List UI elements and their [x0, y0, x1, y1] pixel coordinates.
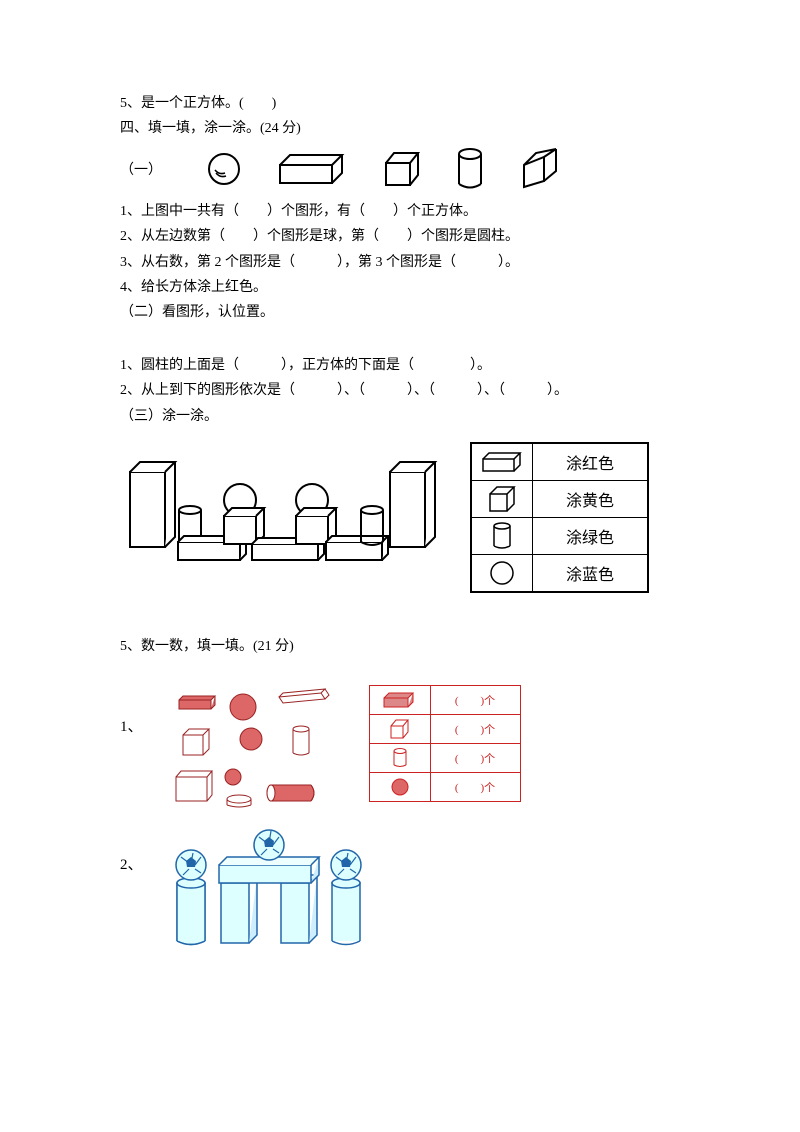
- cylinder-icon: [456, 147, 484, 191]
- p1-q1: 1、上图中一共有（ ）个图形，有（ ）个正方体。: [120, 201, 680, 223]
- p1-q3: 3、从右数，第 2 个图形是（ ），第 3 个图形是（ ）。: [120, 252, 680, 274]
- cube-icon: [382, 149, 422, 189]
- legend-cylinder-text: 涂绿色: [533, 524, 647, 548]
- p1-q2: 2、从左边数第（ ）个图形是球，第（ ）个图形是圆柱。: [120, 226, 680, 248]
- p2-q1: 1、圆柱的上面是（ ），正方体的下面是（ ）。: [120, 355, 680, 377]
- section-5-title: 5、数一数，填一填。(21 分): [120, 636, 680, 658]
- legend-cylinder-icon: [491, 521, 513, 551]
- count-cuboid-text: ( )个: [431, 692, 520, 708]
- sphere-icon: [206, 151, 242, 187]
- legend-cuboid-text: 涂红色: [533, 450, 647, 474]
- q5-2-label: 2、: [120, 853, 143, 874]
- p2-q2: 2、从上到下的图形依次是（ ）、（ ）、（ ）、（ ）。: [120, 380, 680, 402]
- count-sphere-text: ( )个: [431, 779, 520, 795]
- part1-label: （一）: [120, 159, 162, 179]
- count-cube-text: ( )个: [431, 721, 520, 737]
- legend-row-cylinder: 涂绿色: [472, 518, 647, 555]
- legend-cuboid-icon: [480, 450, 524, 474]
- cuboid-icon: [276, 151, 348, 187]
- color-legend-table: 涂红色 涂黄色: [470, 442, 649, 593]
- part1-shapes-row: （一）: [120, 147, 680, 191]
- legend-row-cuboid: 涂红色: [472, 444, 647, 481]
- count-cube-icon: [389, 718, 411, 740]
- tilted-cube-icon: [518, 147, 562, 191]
- legend-row-cube: 涂黄色: [472, 481, 647, 518]
- legend-row-sphere: 涂蓝色: [472, 555, 647, 591]
- q5-cube-statement: 5、是一个正方体。( ): [120, 93, 680, 115]
- legend-sphere-icon: [489, 560, 515, 586]
- count-cylinder-text: ( )个: [431, 750, 520, 766]
- count-sphere-icon: [390, 777, 410, 797]
- count-cuboid-icon: [382, 691, 418, 709]
- legend-cube-icon: [487, 484, 517, 514]
- q5-2-scene: [161, 823, 381, 953]
- q5-1-shapes: [161, 685, 351, 815]
- count-table: ( )个 ( )个 ( )个 ( )个: [369, 685, 521, 802]
- part2-label: （二）看图形，认位置。: [120, 302, 680, 324]
- count-cylinder-icon: [392, 747, 408, 769]
- legend-cube-text: 涂黄色: [533, 487, 647, 511]
- composite-scene: [120, 442, 440, 572]
- part3-label: （三）涂一涂。: [120, 406, 680, 428]
- section-4-title: 四、填一填，涂一涂。(24 分): [120, 118, 680, 140]
- legend-sphere-text: 涂蓝色: [533, 561, 647, 585]
- q5-1-label: 1、: [120, 715, 143, 736]
- p1-q4: 4、给长方体涂上红色。: [120, 277, 680, 299]
